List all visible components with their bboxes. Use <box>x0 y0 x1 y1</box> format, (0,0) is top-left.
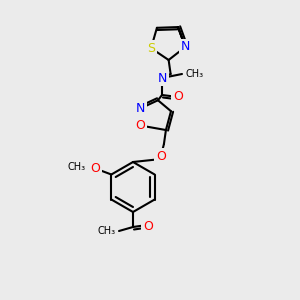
Text: N: N <box>136 102 145 115</box>
Text: O: O <box>90 162 100 175</box>
Text: CH₃: CH₃ <box>98 226 116 236</box>
Text: O: O <box>135 119 145 132</box>
Text: N: N <box>181 40 190 53</box>
Text: CH₃: CH₃ <box>67 163 85 172</box>
Text: O: O <box>156 149 166 163</box>
Text: N: N <box>157 71 167 85</box>
Text: CH₃: CH₃ <box>185 69 203 79</box>
Text: O: O <box>173 91 183 103</box>
Text: O: O <box>70 162 80 175</box>
Text: O: O <box>143 220 153 232</box>
Text: S: S <box>147 42 155 55</box>
